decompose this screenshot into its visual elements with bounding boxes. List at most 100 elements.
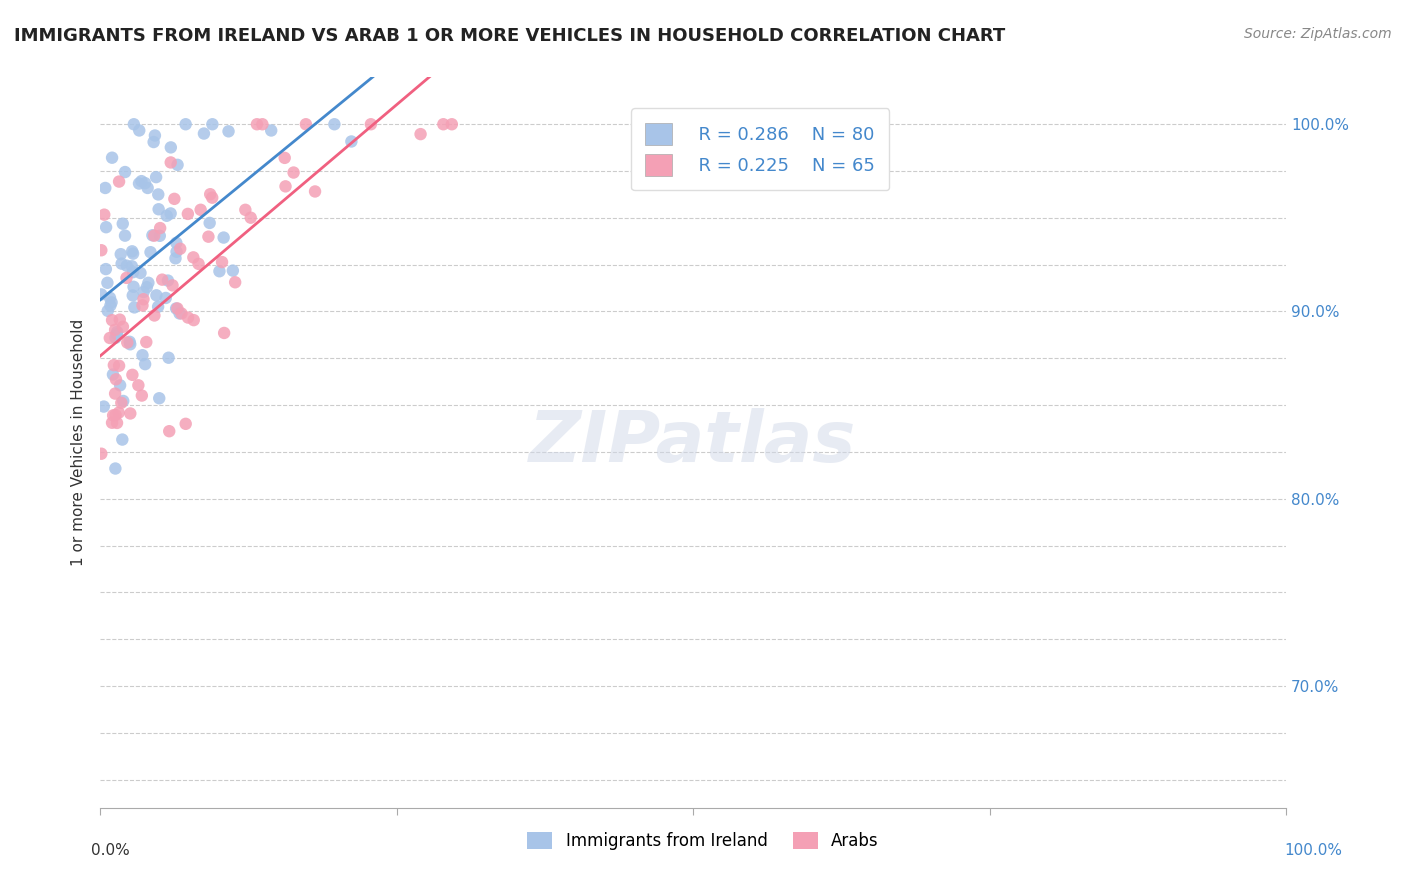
Point	[148, 187, 170, 202]
Point	[193, 127, 215, 141]
Point	[145, 170, 167, 185]
Point	[212, 230, 235, 244]
Point	[323, 117, 346, 131]
Point	[170, 306, 193, 320]
Point	[121, 368, 143, 382]
Point	[128, 123, 150, 137]
Point	[122, 246, 145, 260]
Point	[165, 301, 187, 316]
Point	[166, 158, 188, 172]
Point	[105, 325, 128, 339]
Point	[100, 295, 122, 310]
Point	[149, 228, 172, 243]
Point	[174, 417, 197, 431]
Point	[120, 407, 142, 421]
Point	[187, 257, 209, 271]
Point	[104, 461, 127, 475]
Point	[177, 207, 200, 221]
Point	[246, 117, 269, 131]
Point	[165, 252, 187, 266]
Point	[98, 331, 121, 345]
Point	[169, 306, 191, 320]
Y-axis label: 1 or more Vehicles in Household: 1 or more Vehicles in Household	[72, 319, 86, 566]
Point	[122, 279, 145, 293]
Point	[131, 388, 153, 402]
Point	[107, 406, 129, 420]
Point	[201, 191, 224, 205]
Point	[115, 259, 138, 273]
Point	[131, 348, 153, 362]
Text: 0.0%: 0.0%	[91, 843, 131, 858]
Point	[110, 247, 132, 261]
Point	[156, 209, 179, 223]
Point	[131, 174, 153, 188]
Point	[283, 165, 305, 179]
Point	[120, 337, 142, 351]
Point	[118, 334, 141, 349]
Point	[218, 124, 240, 138]
Point	[104, 372, 127, 386]
Point	[190, 202, 212, 217]
Point	[94, 262, 117, 277]
Point	[93, 400, 115, 414]
Point	[103, 358, 125, 372]
Point	[104, 408, 127, 422]
Point	[141, 228, 163, 243]
Point	[138, 276, 160, 290]
Point	[212, 326, 235, 340]
Point	[122, 117, 145, 131]
Point	[111, 257, 134, 271]
Point	[139, 245, 162, 260]
Point	[121, 260, 143, 274]
Point	[274, 179, 297, 194]
Point	[101, 409, 124, 423]
Point	[115, 270, 138, 285]
Point	[131, 298, 153, 312]
Point	[121, 244, 143, 259]
Point	[101, 151, 124, 165]
Point	[132, 292, 155, 306]
Point	[104, 323, 127, 337]
Point	[143, 309, 166, 323]
Point	[157, 351, 180, 365]
Point	[122, 265, 145, 279]
Point	[224, 275, 246, 289]
Point	[360, 117, 382, 131]
Text: IMMIGRANTS FROM IRELAND VS ARAB 1 OR MORE VEHICLES IN HOUSEHOLD CORRELATION CHAR: IMMIGRANTS FROM IRELAND VS ARAB 1 OR MOR…	[14, 27, 1005, 45]
Point	[159, 140, 181, 154]
Point	[148, 391, 170, 405]
Point	[90, 244, 112, 258]
Point	[134, 176, 156, 190]
Point	[159, 155, 181, 169]
Point	[108, 378, 131, 392]
Point	[129, 266, 152, 280]
Point	[97, 303, 120, 318]
Point	[104, 331, 127, 345]
Point	[94, 220, 117, 235]
Point	[114, 228, 136, 243]
Point	[108, 312, 131, 326]
Point	[174, 117, 197, 131]
Point	[98, 291, 121, 305]
Point	[124, 301, 146, 315]
Text: 100.0%: 100.0%	[1285, 843, 1343, 858]
Point	[112, 394, 135, 409]
Point	[132, 285, 155, 299]
Text: Source: ZipAtlas.com: Source: ZipAtlas.com	[1244, 27, 1392, 41]
Point	[183, 251, 205, 265]
Point	[235, 202, 257, 217]
Point	[166, 301, 188, 316]
Point	[163, 192, 186, 206]
Point	[105, 416, 128, 430]
Point	[440, 117, 463, 131]
Point	[200, 187, 222, 202]
Point	[432, 117, 454, 131]
Point	[239, 211, 262, 225]
Point	[150, 272, 173, 286]
Text: ZIPatlas: ZIPatlas	[529, 408, 856, 477]
Point	[157, 424, 180, 438]
Point	[183, 313, 205, 327]
Point	[273, 151, 295, 165]
Point	[128, 177, 150, 191]
Point	[162, 278, 184, 293]
